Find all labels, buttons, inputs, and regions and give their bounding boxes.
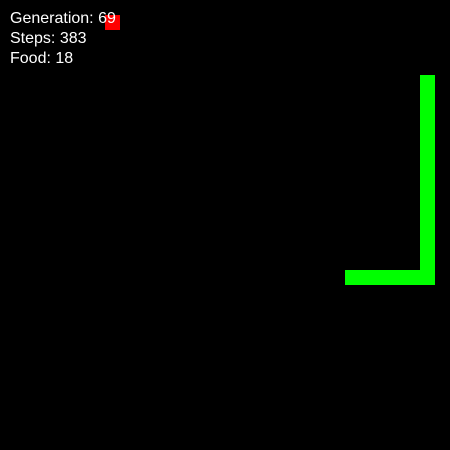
snake-segment [420, 255, 435, 270]
stats-panel: Generation: 69 Steps: 383 Food: 18 [10, 9, 116, 69]
snake-segment [420, 225, 435, 240]
steps-value: 383 [59, 30, 87, 47]
snake-head [420, 75, 435, 90]
food-stat: Food: 18 [10, 49, 116, 69]
snake-segment [345, 270, 360, 285]
snake-segment [420, 270, 435, 285]
snake-segment [405, 270, 420, 285]
food-value: 18 [55, 50, 74, 67]
snake-segment [420, 135, 435, 150]
snake-segment [420, 195, 435, 210]
snake-segment [420, 240, 435, 255]
generation-label: Generation: [10, 10, 94, 27]
snake-segment [420, 120, 435, 135]
snake-segment [420, 210, 435, 225]
snake-segment [420, 105, 435, 120]
generation-value: 69 [98, 10, 116, 27]
food-item [105, 15, 120, 30]
snake-segment [390, 270, 405, 285]
snake-segment [420, 90, 435, 105]
snake-segment [420, 150, 435, 165]
food-label: Food: [10, 50, 51, 67]
steps-stat: Steps: 383 [10, 29, 116, 49]
snake-segment [420, 165, 435, 180]
generation-stat: Generation: 69 [10, 9, 116, 29]
snake-segment [375, 270, 390, 285]
steps-label: Steps: [10, 30, 56, 47]
snake-segment [420, 180, 435, 195]
snake-segment [360, 270, 375, 285]
